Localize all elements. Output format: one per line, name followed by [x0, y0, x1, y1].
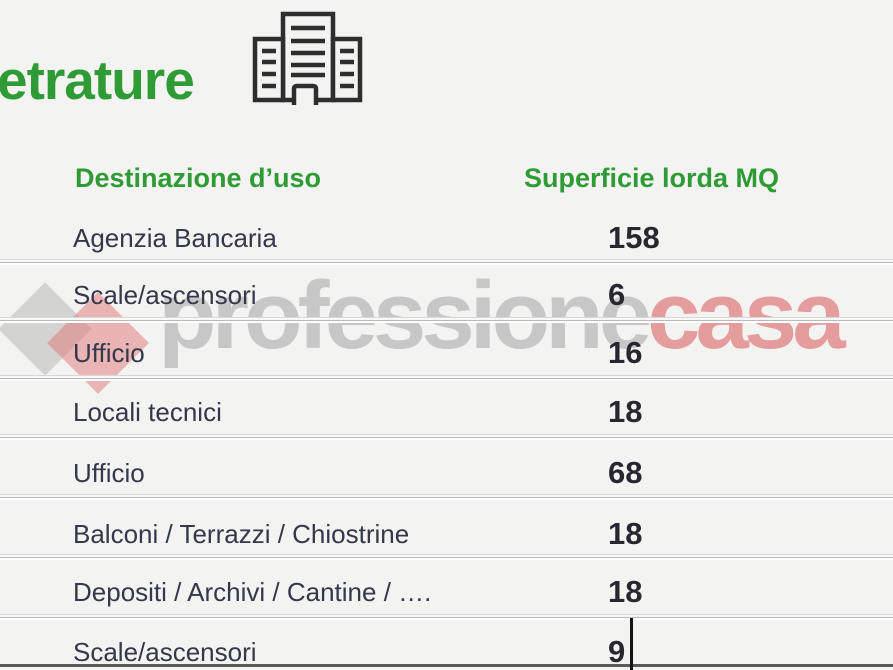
table-row: Ufficio 68: [0, 453, 893, 493]
row-divider: [0, 317, 893, 324]
table-row: Agenzia Bancaria 158: [0, 218, 893, 258]
column-header-superficie: Superficie lorda MQ: [524, 163, 780, 193]
row-divider: [0, 554, 893, 561]
table-row: Depositi / Archivi / Cantine / …. 18: [0, 572, 893, 612]
row-label: Ufficio: [73, 338, 145, 368]
row-label: Ufficio: [73, 458, 145, 488]
table-row: Scale/ascensori 6: [0, 275, 893, 315]
row-divider: [0, 434, 893, 441]
text-caret: [630, 618, 633, 670]
building-icon: [252, 11, 363, 105]
row-label: Locali tecnici: [73, 397, 222, 427]
row-divider: [0, 259, 893, 266]
table-row: Locali tecnici 18: [0, 392, 893, 432]
table-row: Balconi / Terrazzi / Chiostrine 18: [0, 514, 893, 554]
row-value: 68: [608, 455, 643, 490]
row-divider: [0, 614, 893, 621]
row-value: 18: [608, 574, 643, 609]
table-row: Scale/ascensori 9: [0, 632, 893, 670]
row-value: 16: [608, 335, 643, 370]
row-value: 9: [608, 634, 626, 669]
row-divider: [0, 375, 893, 382]
row-divider: [0, 494, 893, 501]
row-value: 6: [608, 277, 626, 312]
row-label: Agenzia Bancaria: [73, 223, 277, 253]
watermark-brand-gray: professione: [158, 262, 652, 369]
watermark-brand-red: casa: [647, 262, 846, 369]
row-value: 18: [608, 394, 643, 429]
row-value: 18: [608, 516, 643, 551]
row-label: Scale/ascensori: [73, 280, 257, 310]
row-label: Depositi / Archivi / Cantine / ….: [73, 577, 432, 607]
watermark-brand-text: professionecasa: [158, 266, 846, 366]
page-title: etrature: [0, 49, 195, 111]
row-label: Balconi / Terrazzi / Chiostrine: [73, 519, 410, 549]
bottom-border: [0, 664, 893, 667]
row-value: 158: [608, 220, 660, 255]
table-row: Ufficio 16: [0, 333, 893, 373]
row-label: Scale/ascensori: [73, 637, 257, 667]
column-header-destinazione: Destinazione d’uso: [75, 163, 322, 193]
